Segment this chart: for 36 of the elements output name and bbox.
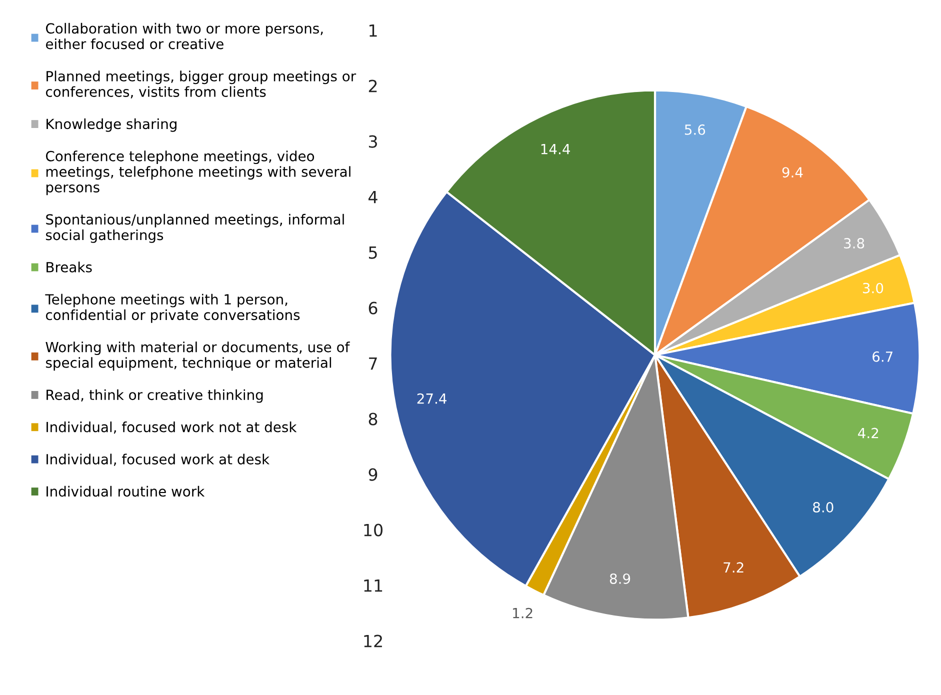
- text: 10: [364, 524, 382, 536]
- legend-label: Individual routine work: [46, 486, 205, 497]
- legend-label: Individual, focused work at desk: [46, 454, 270, 466]
- text: 5: [368, 246, 377, 259]
- legend-label: Conference telephone meetings, video meetings, telefphone meetings with several persons: [46, 150, 350, 196]
- text: 4: [368, 190, 378, 204]
- text: 1: [370, 24, 377, 37]
- data-label: 8.0: [813, 502, 834, 512]
- legend-label: Spontanious/unplanned meetings, informal social gatherings: [46, 214, 344, 243]
- text: 7: [369, 357, 377, 370]
- legend-label: Planned meetings, bigger group meetings or conferences, vistits from clients: [46, 70, 356, 98]
- legend-label: Individual, focused work not at desk: [46, 422, 297, 434]
- legend-label: Read, think or creative thinking: [46, 389, 263, 403]
- legend-label: Collaboration with two or more persons, either focused or creative: [46, 22, 323, 50]
- text: 9: [368, 468, 378, 481]
- data-label: 8.9: [610, 573, 630, 584]
- legend-label: Knowledge sharing: [46, 118, 176, 132]
- text: 2: [368, 80, 377, 92]
- legend-label: Telephone meetings with 1 person, confidential or private conversations: [45, 294, 300, 323]
- text: 3: [368, 135, 377, 148]
- legend-label: Breaks: [46, 262, 92, 272]
- text: 8: [368, 412, 378, 426]
- data-label: 6.7: [872, 351, 892, 362]
- data-label: 5.6: [684, 124, 706, 135]
- data-label: 1.2: [513, 608, 532, 618]
- data-label: 27.4: [417, 393, 446, 404]
- legend-label: Working with material or documents, use of special equipment, technique or material: [46, 342, 350, 371]
- text: 11: [364, 579, 382, 592]
- data-label: 3.0: [862, 282, 884, 294]
- data-label: 7.2: [724, 562, 744, 572]
- data-label: 4.2: [858, 428, 878, 438]
- text: 6: [368, 302, 378, 314]
- data-label: 3.8: [844, 238, 864, 249]
- text: 12: [364, 634, 382, 648]
- data-label: 9.4: [782, 167, 803, 178]
- data-label: 14.4: [541, 144, 570, 154]
